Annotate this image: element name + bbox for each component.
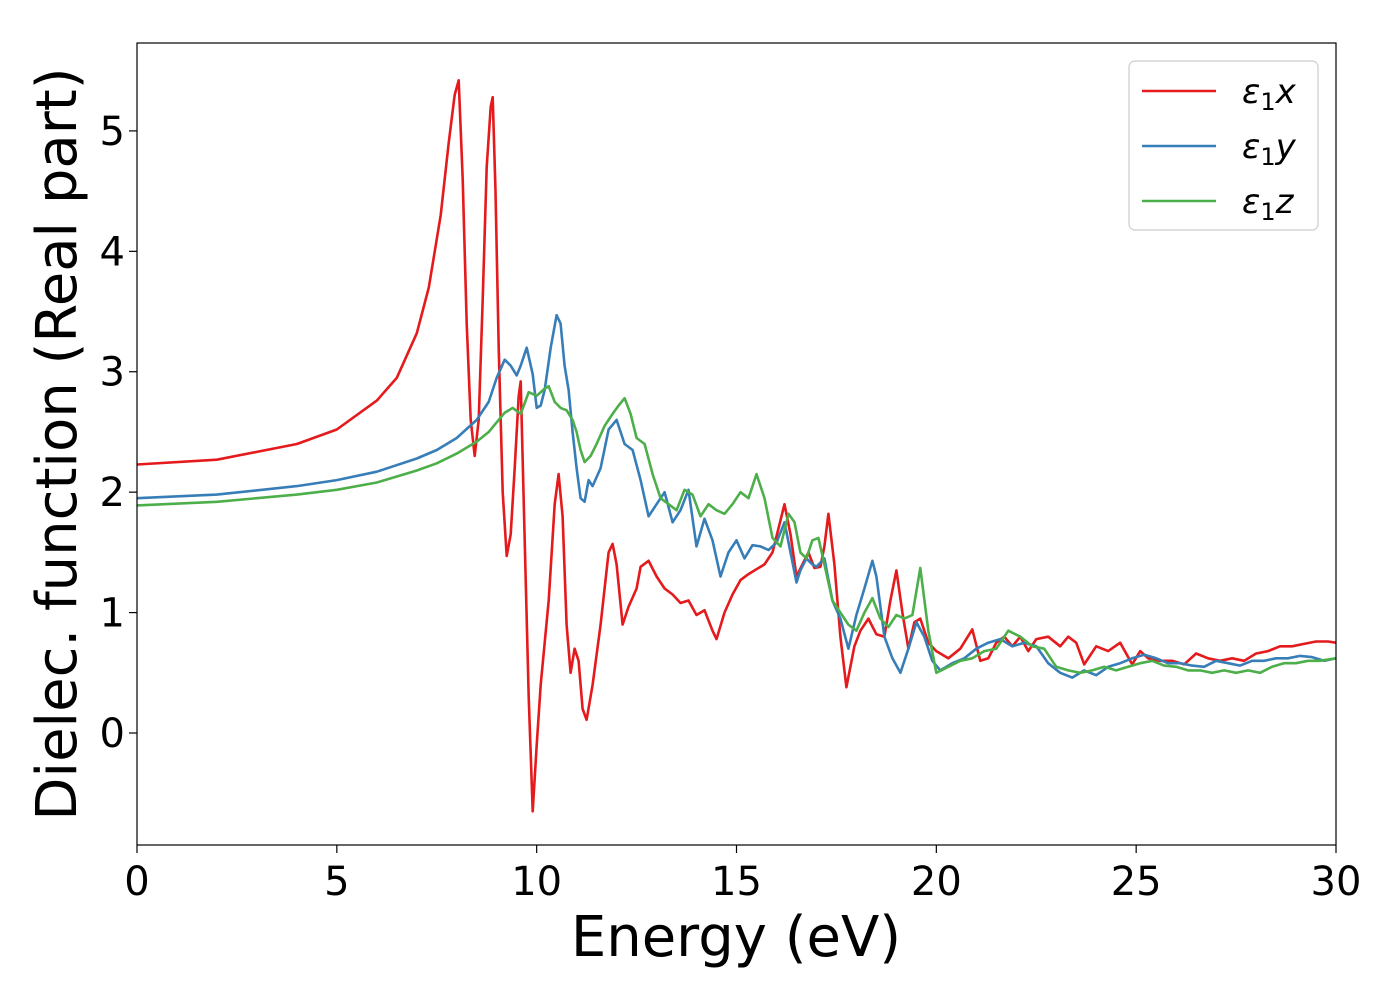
axes: 0 5 10 15 20 25 30 0 1 2 3 4 5 [100, 109, 1362, 905]
x-tick-label: 10 [511, 859, 562, 905]
y-tick-label: 3 [100, 350, 125, 396]
y-tick-label: 5 [100, 109, 125, 155]
x-tick-label: 25 [1111, 859, 1162, 905]
legend-label-x: ε1x [1242, 72, 1297, 116]
legend-label-y: ε1y [1242, 127, 1297, 171]
legend: ε1x ε1y ε1z [1128, 60, 1319, 231]
x-tick-label: 0 [124, 859, 149, 905]
y-tick-label: 4 [100, 229, 125, 275]
series-line-x [137, 79, 1336, 813]
x-tick-label: 30 [1311, 859, 1362, 905]
legend-label-z: ε1z [1242, 182, 1295, 226]
legend-box [1128, 60, 1319, 231]
x-tick-label: 15 [711, 859, 762, 905]
y-tick-label: 1 [100, 591, 125, 637]
x-axis-label: Energy (eV) [571, 905, 901, 970]
x-tick-label: 5 [324, 859, 349, 905]
series-line-z [137, 384, 1336, 675]
y-tick-label: 2 [100, 470, 125, 516]
y-axis-label: Dielec. function (Real part) [25, 67, 90, 820]
y-tick-label: 0 [100, 711, 125, 757]
plot-area [137, 79, 1336, 813]
x-tick-label: 20 [911, 859, 962, 905]
series-line-y [137, 313, 1336, 679]
